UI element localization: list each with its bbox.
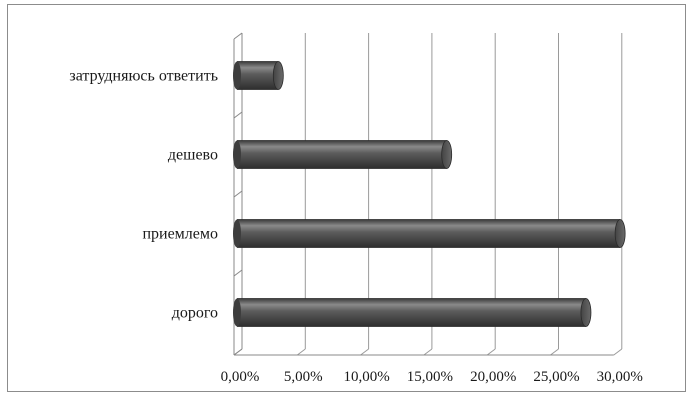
floor-gridline [423,348,433,356]
category-label: дорого [172,305,218,322]
chart-frame: затрудняюсь ответить дешево приемлемо дорог… [7,4,686,392]
bar [233,140,453,169]
bar-chart: затрудняюсь ответить дешево приемлемо дорог… [69,32,643,385]
bars [233,61,626,327]
bar [233,219,626,248]
x-tick-label: 25,00% [533,369,579,385]
x-tick-label: 20,00% [470,369,516,385]
floor-gridline [486,348,496,356]
y-axis-tick [233,111,243,119]
floor-gridline [613,348,623,356]
floor-gridline [360,348,369,356]
y-axis-tick [233,32,243,40]
x-tick-labels: 0,00% 5,00% 10,00% 15,00% 20,00% 25,00% 30,00% [221,369,643,385]
bar [233,61,284,90]
y-axis-tick [233,190,243,198]
x-tick-label: 10,00% [343,369,389,385]
floor-gridline [550,348,559,356]
x-tick-label: 0,00% [221,369,260,385]
gridlines [233,33,623,356]
category-labels: затрудняюсь ответить дешево приемлемо дорог… [69,68,218,322]
x-tick-label: 5,00% [284,369,323,385]
floor-gridline [296,348,306,356]
bar [233,298,592,327]
x-tick-label: 30,00% [597,369,643,385]
category-label: дешево [168,147,218,164]
y-axis-tick [233,269,243,277]
x-tick-label: 15,00% [407,369,453,385]
category-label: затрудняюсь ответить [69,68,218,85]
axes [233,32,614,356]
category-label: приемлемо [142,226,218,243]
y-axis-tick [233,348,243,356]
